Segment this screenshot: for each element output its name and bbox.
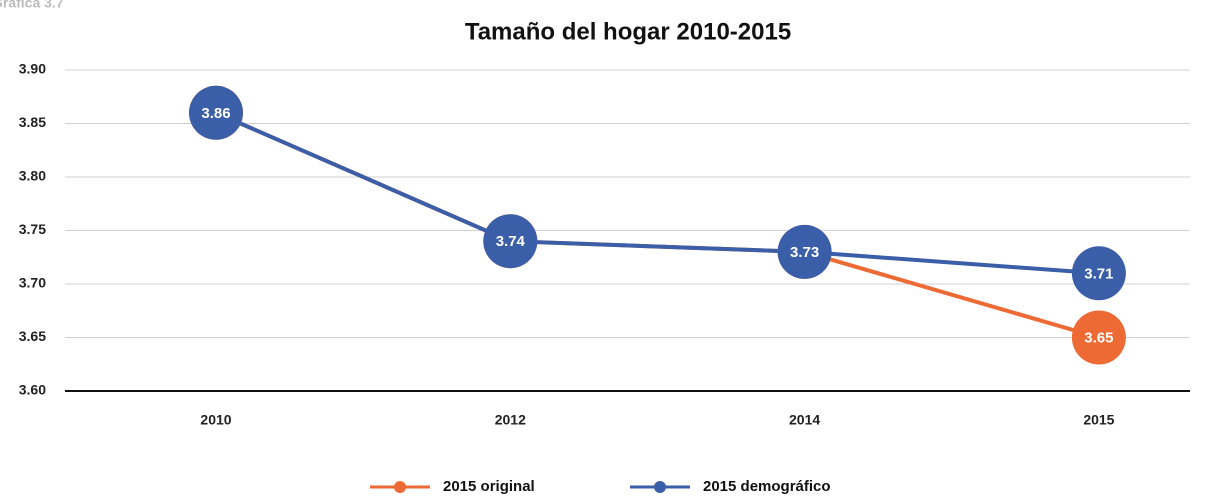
y-tick-label: 3.60 [19, 382, 46, 398]
legend-label: 2015 demográfico [703, 478, 831, 495]
series-line [215, 110, 1100, 276]
y-tick-label: 3.80 [19, 168, 46, 184]
x-tick-label: 2010 [200, 412, 231, 428]
x-tick-label: 2015 [1083, 412, 1114, 428]
point-marker [777, 224, 832, 279]
point-marker [189, 85, 243, 140]
x-tick-label: 2012 [495, 412, 526, 428]
data-label: 3.73 [790, 244, 819, 261]
legend-label: 2015 original [443, 478, 535, 495]
y-tick-label: 3.70 [19, 275, 46, 291]
y-tick-label: 3.65 [19, 328, 46, 344]
y-tick-label: 3.85 [19, 114, 46, 130]
legend-marker [654, 481, 666, 493]
y-tick-label: 3.90 [19, 61, 46, 77]
data-label: 3.71 [1084, 265, 1113, 282]
legend-marker [394, 481, 406, 493]
data-label: 3.86 [201, 105, 230, 122]
point-marker [483, 214, 538, 269]
chart-title: Tamaño del hogar 2010-2015 [465, 18, 791, 45]
data-label: 3.65 [1084, 329, 1113, 346]
y-tick-label: 3.75 [19, 221, 46, 237]
point-marker [1071, 310, 1126, 365]
point-marker [1071, 246, 1126, 301]
data-label: 3.74 [496, 233, 526, 250]
series-line [215, 110, 1100, 340]
caption: Gráfica 3.7 [0, 0, 64, 11]
x-tick-label: 2014 [789, 412, 820, 428]
